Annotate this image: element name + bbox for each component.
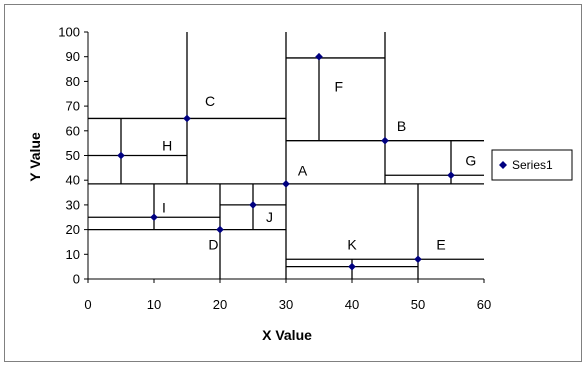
x-tick-label-2: 20 <box>213 297 227 312</box>
x-tick-label-4: 40 <box>345 297 359 312</box>
data-point-7 <box>117 151 125 160</box>
chart-frame <box>4 4 582 362</box>
y-tick-label-10: 100 <box>58 25 80 40</box>
y-tick-label-0: 0 <box>73 272 80 287</box>
y-tick-label-3: 30 <box>66 197 80 212</box>
data-point-2 <box>183 114 191 123</box>
data-point-4 <box>414 255 422 264</box>
y-axis-title: Y Value <box>27 132 43 182</box>
x-tick-label-6: 60 <box>477 297 491 312</box>
point-label-D: D <box>208 236 218 252</box>
legend: Series1 <box>491 149 573 181</box>
x-tick-label-1: 10 <box>147 297 161 312</box>
y-tick-label-4: 40 <box>66 173 80 188</box>
data-point-5 <box>315 52 323 61</box>
data-point-8 <box>150 213 158 222</box>
data-point-10 <box>348 262 356 271</box>
point-label-J: J <box>266 209 273 225</box>
x-tick-label-5: 50 <box>411 297 425 312</box>
y-tick-label-1: 10 <box>66 247 80 262</box>
x-tick-label-0: 0 <box>84 297 91 312</box>
data-points <box>117 52 455 271</box>
point-label-K: K <box>347 236 357 252</box>
point-label-A: A <box>298 162 308 178</box>
y-tick-labels: 0 10 20 30 40 50 60 70 80 90 100 <box>58 25 88 287</box>
data-point-9 <box>249 201 257 209</box>
data-point-6 <box>447 171 455 180</box>
point-labels: A B C D E F G H I J K <box>162 78 476 252</box>
legend-entry-series1: Series1 <box>512 158 553 172</box>
x-tick-label-3: 30 <box>279 297 293 312</box>
point-label-F: F <box>335 78 344 94</box>
point-label-I: I <box>162 199 166 215</box>
x-axis-title: X Value <box>262 327 312 343</box>
point-label-B: B <box>397 118 406 134</box>
y-tick-label-6: 60 <box>66 123 80 138</box>
data-point-1 <box>381 136 389 145</box>
point-label-G: G <box>465 152 476 168</box>
data-point-3 <box>216 225 224 234</box>
point-label-E: E <box>436 236 445 252</box>
data-point-0 <box>282 180 290 188</box>
x-tick-labels: 0 10 20 30 40 50 60 <box>84 279 491 312</box>
y-tick-label-2: 20 <box>66 222 80 237</box>
y-tick-label-7: 70 <box>66 99 80 114</box>
legend-marker <box>499 161 507 169</box>
y-tick-label-9: 90 <box>66 49 80 64</box>
point-label-H: H <box>162 138 172 154</box>
partition-lines <box>88 32 484 279</box>
y-tick-label-8: 80 <box>66 74 80 89</box>
y-tick-label-5: 50 <box>66 148 80 163</box>
point-label-C: C <box>205 93 215 109</box>
